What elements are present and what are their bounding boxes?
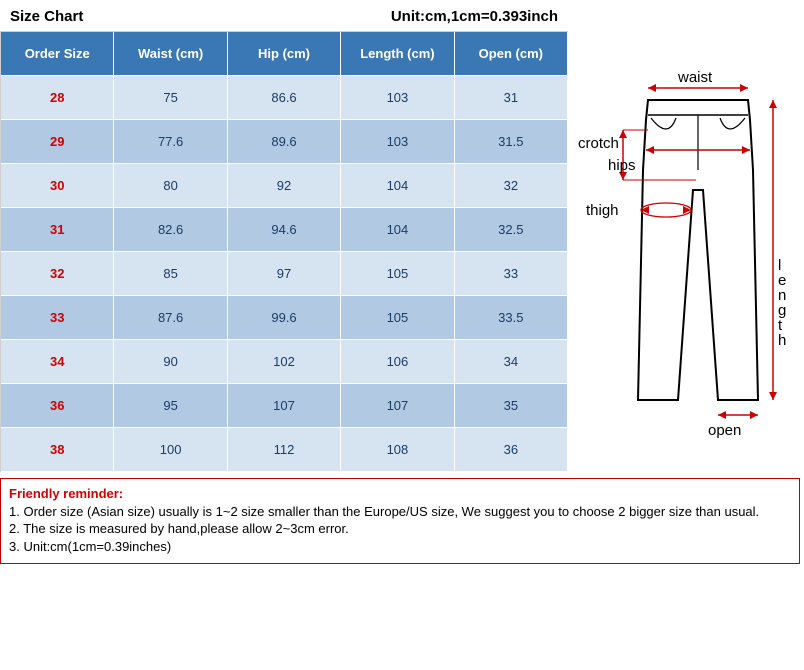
value-cell: 103 [341,76,454,120]
reminder-title: Friendly reminder: [9,485,791,503]
table-row: 30809210432 [1,164,568,208]
col-header: Hip (cm) [228,32,341,76]
col-header: Open (cm) [455,32,568,76]
value-cell: 35 [455,384,568,428]
pants-diagram: waist crotch hips thigh l e n g t h open [578,70,798,450]
table-row: 369510710735 [1,384,568,428]
label-thigh: thigh [586,202,619,219]
value-cell: 33.5 [455,296,568,340]
value-cell: 108 [341,428,454,472]
table-row: 3810011210836 [1,428,568,472]
value-cell: 104 [341,208,454,252]
table-row: 32859710533 [1,252,568,296]
value-cell: 107 [341,384,454,428]
unit-note: Unit:cm,1cm=0.393inch [391,8,794,25]
value-cell: 36 [455,428,568,472]
size-cell: 28 [1,76,114,120]
value-cell: 104 [341,164,454,208]
label-crotch: crotch [578,135,619,152]
value-cell: 92 [228,164,341,208]
table-row: 3182.694.610432.5 [1,208,568,252]
value-cell: 31 [455,76,568,120]
value-cell: 102 [228,340,341,384]
size-chart-container: Size Chart Unit:cm,1cm=0.393inch Order S… [0,0,804,564]
size-cell: 34 [1,340,114,384]
value-cell: 107 [228,384,341,428]
value-cell: 87.6 [114,296,227,340]
col-header: Length (cm) [341,32,454,76]
value-cell: 85 [114,252,227,296]
table-row: 287586.610331 [1,76,568,120]
table-row: 3387.699.610533.5 [1,296,568,340]
col-header: Waist (cm) [114,32,227,76]
value-cell: 86.6 [228,76,341,120]
value-cell: 103 [341,120,454,164]
value-cell: 75 [114,76,227,120]
size-cell: 30 [1,164,114,208]
value-cell: 80 [114,164,227,208]
value-cell: 31.5 [455,120,568,164]
size-cell: 32 [1,252,114,296]
table-header-row: Order Size Waist (cm) Hip (cm) Length (c… [1,32,568,76]
value-cell: 33 [455,252,568,296]
value-cell: 32.5 [455,208,568,252]
label-waist: waist [677,70,713,86]
value-cell: 97 [228,252,341,296]
value-cell: 112 [228,428,341,472]
size-cell: 29 [1,120,114,164]
reminder-box: Friendly reminder: 1. Order size (Asian … [0,478,800,564]
size-table: Order Size Waist (cm) Hip (cm) Length (c… [0,31,568,472]
value-cell: 77.6 [114,120,227,164]
value-cell: 106 [341,340,454,384]
reminder-line: 1. Order size (Asian size) usually is 1~… [9,503,791,521]
svg-text:h: h [778,332,786,349]
chart-title: Size Chart [10,8,83,25]
col-header: Order Size [1,32,114,76]
value-cell: 105 [341,296,454,340]
size-cell: 36 [1,384,114,428]
value-cell: 100 [114,428,227,472]
title-row: Size Chart Unit:cm,1cm=0.393inch [0,0,804,31]
table-row: 2977.689.610331.5 [1,120,568,164]
value-cell: 105 [341,252,454,296]
value-cell: 94.6 [228,208,341,252]
table-row: 349010210634 [1,340,568,384]
reminder-line: 3. Unit:cm(1cm=0.39inches) [9,538,791,556]
value-cell: 90 [114,340,227,384]
value-cell: 99.6 [228,296,341,340]
size-cell: 38 [1,428,114,472]
value-cell: 82.6 [114,208,227,252]
label-open: open [708,422,741,439]
value-cell: 95 [114,384,227,428]
value-cell: 34 [455,340,568,384]
size-cell: 33 [1,296,114,340]
value-cell: 89.6 [228,120,341,164]
value-cell: 32 [455,164,568,208]
size-cell: 31 [1,208,114,252]
label-hips: hips [608,157,636,174]
reminder-line: 2. The size is measured by hand,please a… [9,520,791,538]
